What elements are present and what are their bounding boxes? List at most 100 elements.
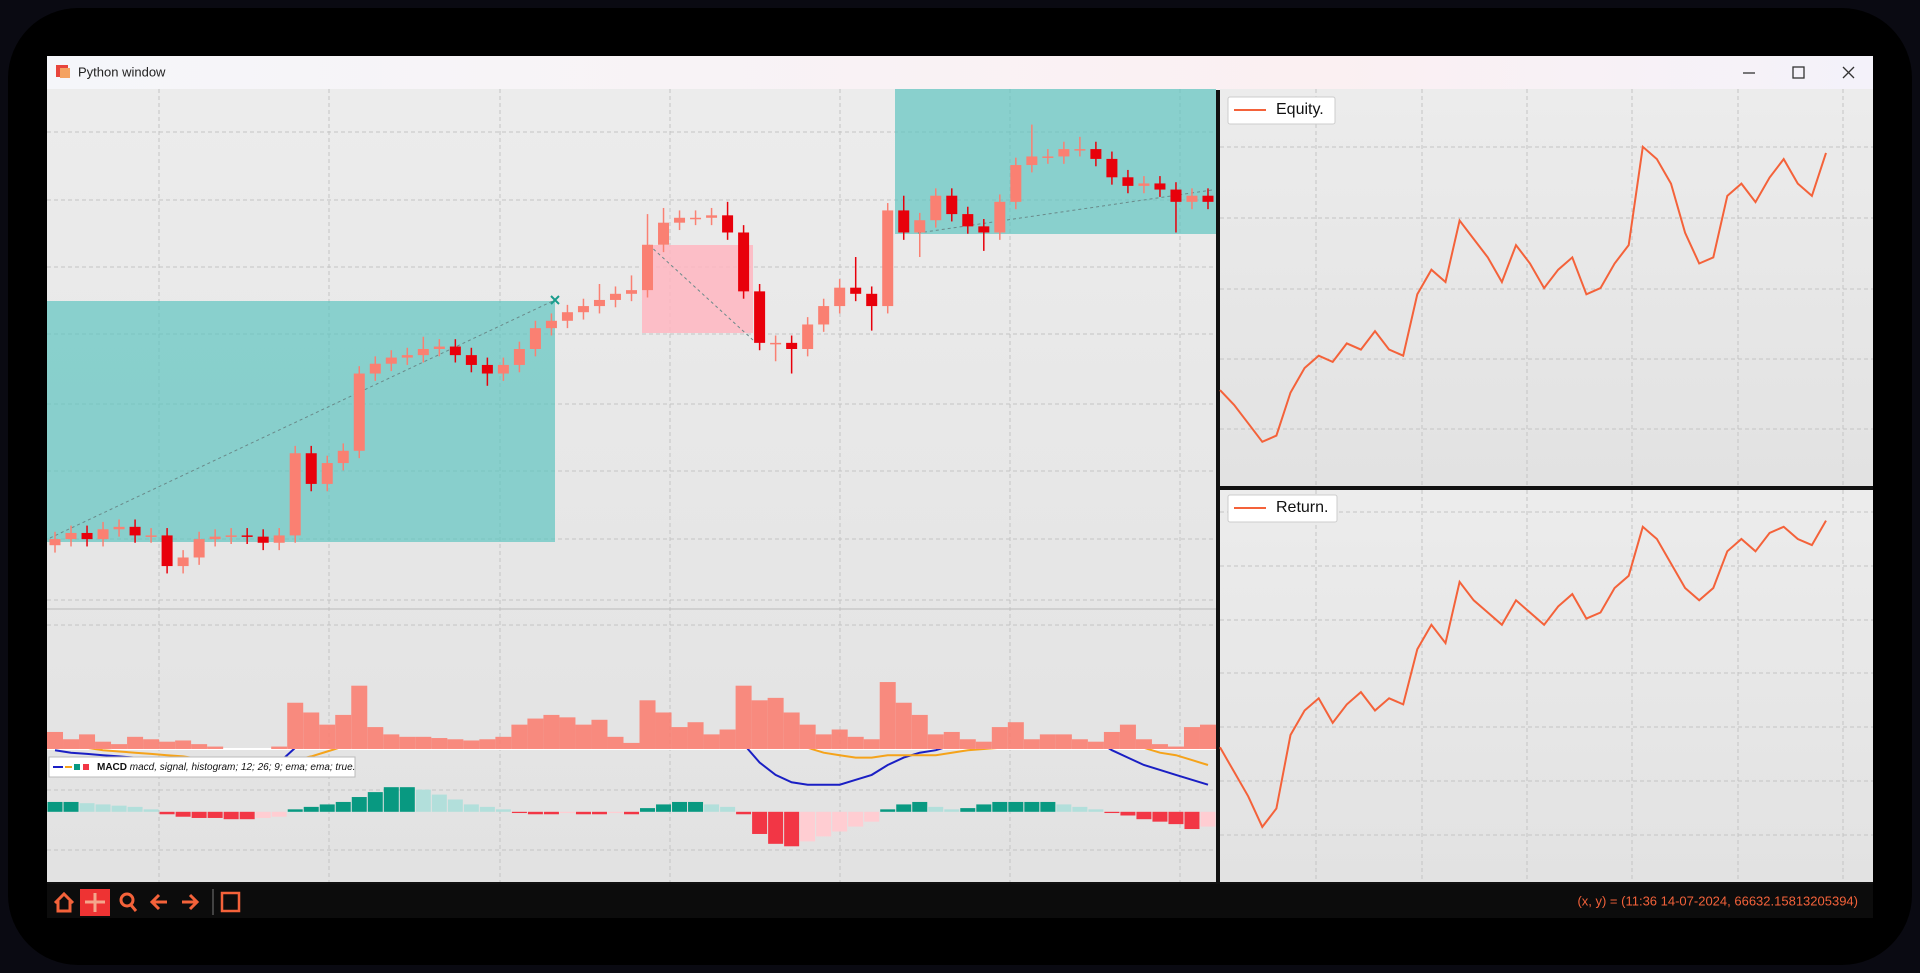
volume-bar — [175, 740, 192, 749]
histogram-bar — [575, 811, 591, 815]
volume-bar — [1167, 746, 1184, 749]
candle-body — [593, 299, 605, 307]
volume-bar — [367, 727, 384, 749]
plots — [47, 124, 1827, 847]
close-button[interactable] — [1842, 66, 1855, 79]
volume-bar — [959, 739, 976, 749]
histogram-bar — [399, 787, 415, 812]
histogram-bar — [143, 809, 159, 812]
volume-bar — [559, 717, 576, 749]
save-button[interactable] — [220, 891, 241, 913]
volume-bar — [1119, 724, 1136, 749]
legend — [1227, 494, 1338, 523]
volume-bar — [463, 740, 480, 749]
volume-bar — [575, 724, 592, 749]
volume-bar — [687, 722, 704, 749]
histogram-bar — [976, 804, 992, 812]
histogram-bar — [992, 801, 1008, 812]
candle-body — [978, 226, 990, 233]
candle-body — [209, 536, 221, 540]
histogram-bar — [928, 806, 944, 812]
volume-bar — [47, 731, 64, 749]
volume-bar — [1183, 727, 1200, 749]
volume-bar — [63, 739, 80, 749]
histogram-bar — [239, 811, 255, 820]
histogram-bar — [495, 809, 511, 812]
macd-legend — [48, 756, 356, 778]
volume-bar — [447, 739, 464, 749]
volume-bar — [655, 712, 672, 749]
histogram-bar — [1200, 811, 1216, 827]
candle-body — [193, 539, 205, 558]
candle-body — [449, 346, 461, 356]
candle-body — [642, 244, 654, 291]
histogram-bar — [47, 801, 63, 812]
series-line — [1219, 144, 1827, 444]
candle-body — [481, 364, 493, 374]
candle-body — [497, 364, 509, 374]
histogram-bar — [800, 811, 816, 842]
candle-body — [225, 535, 237, 537]
histogram-bar — [63, 801, 79, 812]
histogram-bar — [832, 811, 848, 832]
histogram-bar — [704, 804, 720, 812]
histogram-bar — [1040, 801, 1056, 812]
volume-bar — [143, 739, 160, 749]
volume-bar — [1023, 739, 1040, 749]
candle-body — [706, 215, 718, 218]
candle-body — [465, 355, 477, 365]
candle-body — [1122, 177, 1134, 186]
histogram-bar — [1008, 801, 1024, 812]
histogram-bar — [223, 811, 239, 820]
candle-body — [674, 217, 686, 223]
histogram-bar — [848, 811, 864, 827]
candle-body — [898, 210, 910, 233]
histogram-bar — [287, 809, 303, 812]
pan-icon — [85, 893, 105, 912]
histogram-bar — [559, 811, 575, 814]
candle-body — [1186, 195, 1198, 202]
volume-bar — [111, 744, 128, 749]
histogram-bar — [591, 811, 607, 815]
title-bar — [47, 56, 1873, 90]
histogram-bar — [736, 811, 752, 815]
candle-body — [1170, 189, 1182, 202]
candle-body — [690, 217, 702, 220]
candle-body — [513, 349, 525, 365]
zoom-button[interactable] — [119, 892, 135, 908]
volume-bar — [431, 738, 448, 749]
back-button[interactable] — [149, 893, 167, 911]
volume-bar — [783, 712, 800, 749]
histogram-bar — [431, 794, 447, 812]
candle-body — [658, 222, 670, 245]
candle-body — [65, 532, 77, 540]
volume-bar — [847, 736, 864, 749]
candle-body — [273, 535, 285, 543]
candle-body — [321, 463, 333, 484]
candle-body — [129, 526, 141, 536]
histogram-bar — [768, 811, 784, 844]
volume-bar — [671, 727, 688, 749]
maximize-button[interactable] — [1792, 66, 1805, 79]
candle-body — [529, 328, 541, 349]
histogram-bar — [816, 811, 832, 837]
candle-body — [1026, 156, 1038, 166]
volume-bar — [351, 685, 368, 749]
histogram-bar — [111, 805, 127, 812]
volume-bar — [127, 736, 144, 749]
volume-bar — [415, 736, 432, 749]
candle-body — [946, 195, 958, 215]
candle-body — [930, 195, 942, 221]
candles — [49, 124, 1214, 574]
histogram-bar — [335, 801, 351, 812]
forward-button[interactable] — [182, 893, 200, 911]
legend-swatch — [83, 764, 89, 770]
histogram-bar — [79, 803, 95, 812]
home-button[interactable] — [53, 891, 75, 913]
status-text: (x, y) = (11:36 14-07-2024, 66632.158132… — [1577, 893, 1858, 908]
volume-bar — [1071, 739, 1088, 749]
histogram-bar — [1072, 806, 1088, 812]
histogram-bar — [624, 811, 639, 815]
volume-bar — [1199, 724, 1216, 749]
